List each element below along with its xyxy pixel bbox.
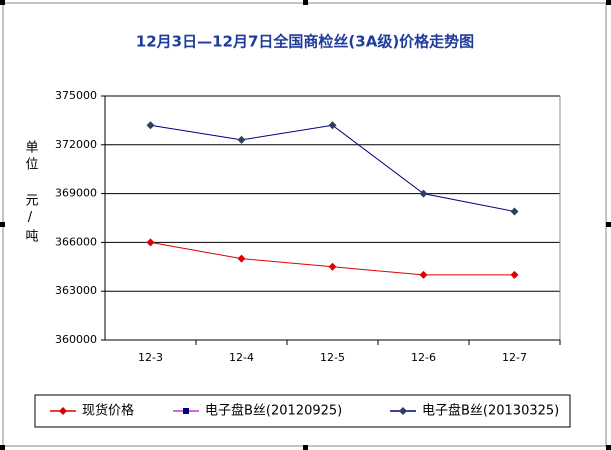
- x-tick-label: 12-4: [229, 351, 254, 364]
- legend-marker: [59, 407, 67, 415]
- y-tick-label: 369000: [55, 187, 97, 200]
- y-axis-label: 单位 元/吨: [23, 140, 39, 246]
- y-tick-label: 375000: [55, 89, 97, 102]
- x-tick-label: 12-3: [138, 351, 163, 364]
- legend-label: 电子盘B丝(20120925): [205, 403, 342, 419]
- point: [146, 121, 155, 130]
- chart-title: 12月3日—12月7日全国商检丝(3A级)价格走势图: [136, 33, 474, 51]
- y-tick-label: 363000: [55, 284, 97, 297]
- point: [510, 207, 519, 216]
- legend-box: [34, 394, 571, 428]
- point: [510, 270, 519, 279]
- point: [419, 270, 428, 279]
- y-tick-label: 366000: [55, 235, 97, 248]
- chart-frame: [2, 2, 607, 447]
- x-tick-label: 12-7: [502, 351, 527, 364]
- point: [146, 238, 155, 247]
- legend-label: 现货价格: [82, 403, 134, 419]
- legend-label: 电子盘B丝(20130325): [422, 403, 559, 419]
- point: [237, 135, 246, 144]
- x-tick-label: 12-5: [320, 351, 345, 364]
- point: [328, 262, 337, 271]
- point: [237, 254, 246, 263]
- y-tick-label: 360000: [55, 333, 97, 346]
- legend-marker: [399, 407, 407, 415]
- point: [419, 189, 428, 198]
- y-tick-label: 372000: [55, 138, 97, 151]
- legend-marker: [183, 408, 189, 414]
- x-tick-label: 12-6: [411, 351, 436, 364]
- point: [328, 121, 337, 130]
